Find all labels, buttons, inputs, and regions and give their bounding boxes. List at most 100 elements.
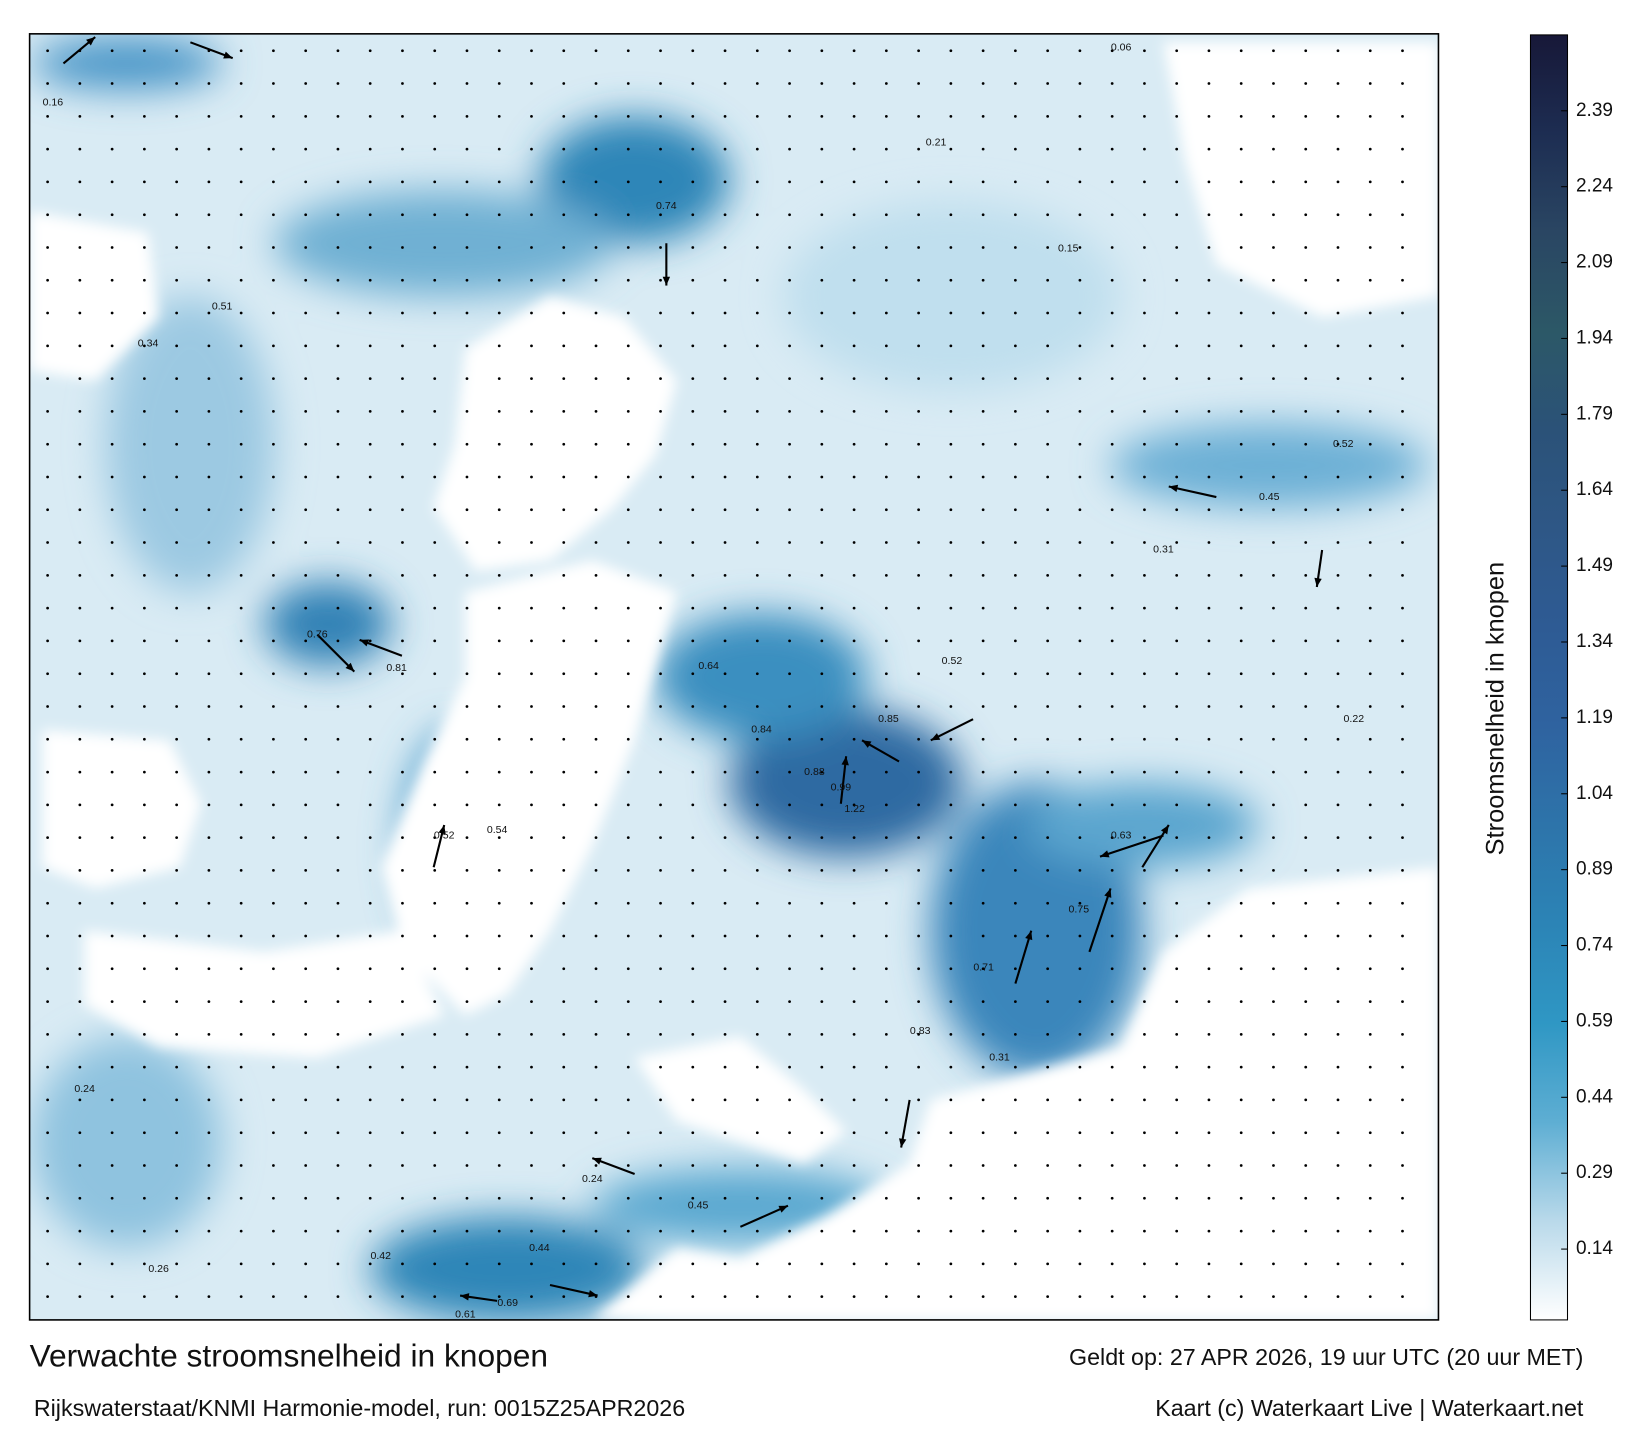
vector-dot: [1239, 934, 1243, 938]
vector-dot: [1110, 410, 1114, 413]
vector-dot: [401, 442, 404, 446]
vector-dot: [1207, 49, 1211, 53]
vector-dot: [336, 705, 340, 708]
vector-dot: [917, 180, 920, 184]
colorbar-tick-label: 0.74: [1576, 935, 1613, 956]
vector-dot: [723, 573, 727, 577]
map-frame: [28, 33, 1440, 1321]
vector-dot: [143, 246, 146, 249]
vector-dot: [852, 606, 856, 610]
vector-dot: [884, 508, 888, 512]
vector-dot: [852, 213, 856, 217]
vector-dot: [949, 1065, 953, 1069]
vector-dot: [1304, 1164, 1308, 1167]
vector-dot: [336, 606, 340, 610]
vector-dot: [1110, 1131, 1114, 1135]
vector-dot: [949, 213, 953, 217]
vector-dot: [1078, 311, 1082, 315]
vector-dot: [1175, 278, 1179, 282]
vector-dot: [239, 344, 243, 348]
vector-dot: [1239, 1164, 1243, 1167]
vector-dot: [1143, 639, 1146, 643]
map: 0.740.991.220.880.850.840.520.630.750.71…: [29, 33, 1439, 1320]
vector-dot: [110, 901, 114, 905]
vector-dot: [368, 49, 372, 53]
vector-dot: [884, 705, 888, 708]
vector-dot: [1401, 114, 1404, 118]
vector-dot: [368, 82, 372, 85]
vector-dot: [530, 508, 533, 512]
vector-dot: [1046, 147, 1050, 151]
vector-dot: [465, 49, 469, 53]
vector-dot: [594, 1262, 598, 1266]
vector-dot: [820, 410, 824, 413]
vector-dot: [1175, 541, 1179, 544]
vector-dot: [368, 475, 372, 479]
vector-dot: [304, 1164, 308, 1167]
vector-dot: [1078, 606, 1082, 610]
vector-dot: [1401, 1295, 1404, 1299]
vector-dot: [1143, 508, 1146, 512]
vector-dot: [949, 344, 953, 348]
vector-dot: [1239, 737, 1243, 741]
vector-dot: [1401, 82, 1404, 85]
vector-dot: [562, 442, 566, 446]
vector-dot: [336, 442, 340, 446]
vector-dot: [110, 213, 114, 217]
vector-dot: [1368, 1164, 1372, 1167]
vector-dot: [175, 147, 179, 151]
vector-dot: [1239, 541, 1243, 544]
vector-dot: [304, 344, 308, 348]
vector-dot: [562, 573, 566, 577]
vector-dot: [1368, 278, 1372, 282]
vector-dot: [1110, 82, 1114, 85]
vector-dot: [401, 410, 404, 413]
vector-dot: [1143, 967, 1146, 971]
vector-dot: [530, 803, 533, 807]
vector-dot: [852, 705, 856, 708]
vector-dot: [465, 180, 469, 184]
vector-dot: [626, 49, 630, 53]
vector-dot: [949, 114, 953, 118]
vector-dot: [433, 1065, 437, 1069]
vector-dot: [239, 737, 243, 741]
vector-dot: [1110, 737, 1114, 741]
vector-dot: [1175, 114, 1179, 118]
vector-dot: [626, 377, 630, 381]
vector-dot: [562, 705, 566, 708]
vector-dot: [1046, 541, 1050, 544]
vector-dot: [1239, 147, 1243, 151]
vector-dot: [1078, 1262, 1082, 1266]
speed-label: 0.88: [804, 766, 825, 778]
vector-dot: [1143, 311, 1146, 315]
vector-dot: [562, 770, 566, 774]
vector-dot: [659, 410, 662, 413]
vector-dot: [691, 901, 695, 905]
vector-dot: [820, 967, 824, 971]
vector-dot: [1304, 410, 1308, 413]
vector-dot: [626, 541, 630, 544]
vector-dot: [691, 967, 695, 971]
vector-dot: [1368, 967, 1372, 971]
vector-dot: [659, 803, 662, 807]
vector-dot: [1401, 410, 1404, 413]
vector-dot: [562, 213, 566, 217]
vector-dot: [1336, 737, 1340, 741]
vector-dot: [723, 508, 727, 512]
vector-dot: [110, 442, 114, 446]
vector-dot: [401, 803, 404, 807]
vector-dot: [1110, 1000, 1114, 1003]
vector-dot: [949, 1262, 953, 1266]
vector-dot: [852, 1196, 856, 1200]
vector-dot: [594, 672, 598, 676]
colorbar: [1529, 34, 1569, 1321]
vector-dot: [1272, 410, 1275, 413]
vector-dot: [78, 1262, 82, 1266]
vector-dot: [1078, 82, 1082, 85]
colorbar-tick-label: 1.79: [1576, 403, 1613, 424]
vector-dot: [691, 639, 695, 643]
vector-dot: [433, 1229, 437, 1233]
vector-dot: [497, 213, 501, 217]
vector-dot: [626, 180, 630, 184]
vector-dot: [852, 410, 856, 413]
